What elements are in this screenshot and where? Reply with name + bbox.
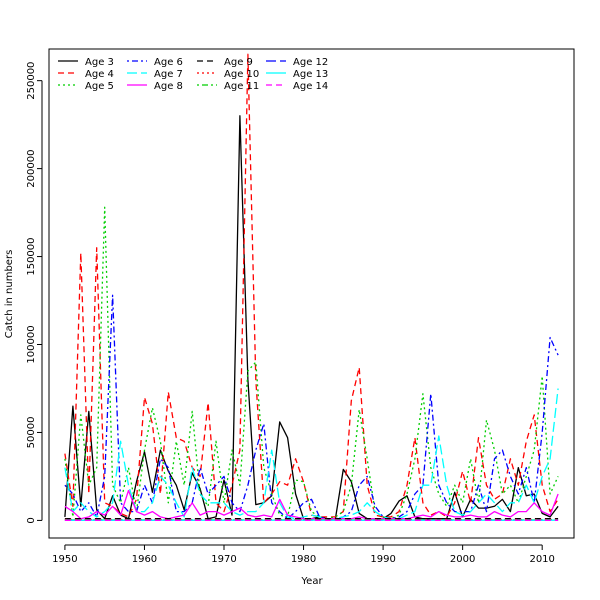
y-axis-label: Catch in numbers: [4, 250, 15, 339]
legend-label: Age 6: [154, 57, 183, 68]
y-tick-label: 100000: [26, 325, 37, 363]
legend-label: Age 14: [293, 81, 328, 92]
legend-label: Age 3: [85, 57, 114, 68]
plot-frame: [48, 48, 575, 539]
series-line-age-5: [64, 206, 559, 520]
series-layer: [64, 53, 559, 521]
legend-label: Age 9: [224, 57, 253, 68]
series-line-age-4: [64, 53, 559, 518]
y-tick-label: 150000: [26, 237, 37, 275]
x-axis: 1950 1960 1970 1980 1990 2000 2010: [52, 544, 555, 565]
legend-label: Age 4: [85, 69, 114, 80]
x-tick-label: 1960: [132, 554, 157, 565]
y-tick-label: 0: [26, 517, 37, 523]
legend-label: Age 7: [154, 69, 183, 80]
x-tick-label: 1950: [52, 554, 77, 565]
y-tick-label: 200000: [26, 150, 37, 188]
series-line-age-7: [64, 388, 559, 520]
legend-label: Age 8: [154, 81, 183, 92]
y-axis: 0 50000 100000 150000 200000 250000: [26, 62, 43, 524]
series-line-age-8: [64, 489, 559, 520]
series-line-age-6: [64, 294, 559, 520]
y-tick-label: 50000: [26, 417, 37, 449]
legend-label: Age 10: [224, 69, 259, 80]
x-tick-label: 1970: [211, 554, 236, 565]
x-tick-label: 1990: [370, 554, 395, 565]
legend-label: Age 13: [293, 69, 328, 80]
x-tick-label: 2000: [450, 554, 475, 565]
x-tick-label: 2010: [529, 554, 554, 565]
legend-label: Age 5: [85, 81, 114, 92]
legend-label: Age 12: [293, 57, 328, 68]
y-tick-label: 250000: [26, 62, 37, 100]
legend-label: Age 11: [224, 81, 259, 92]
x-tick-label: 1980: [291, 554, 316, 565]
x-axis-label: Year: [300, 576, 323, 587]
